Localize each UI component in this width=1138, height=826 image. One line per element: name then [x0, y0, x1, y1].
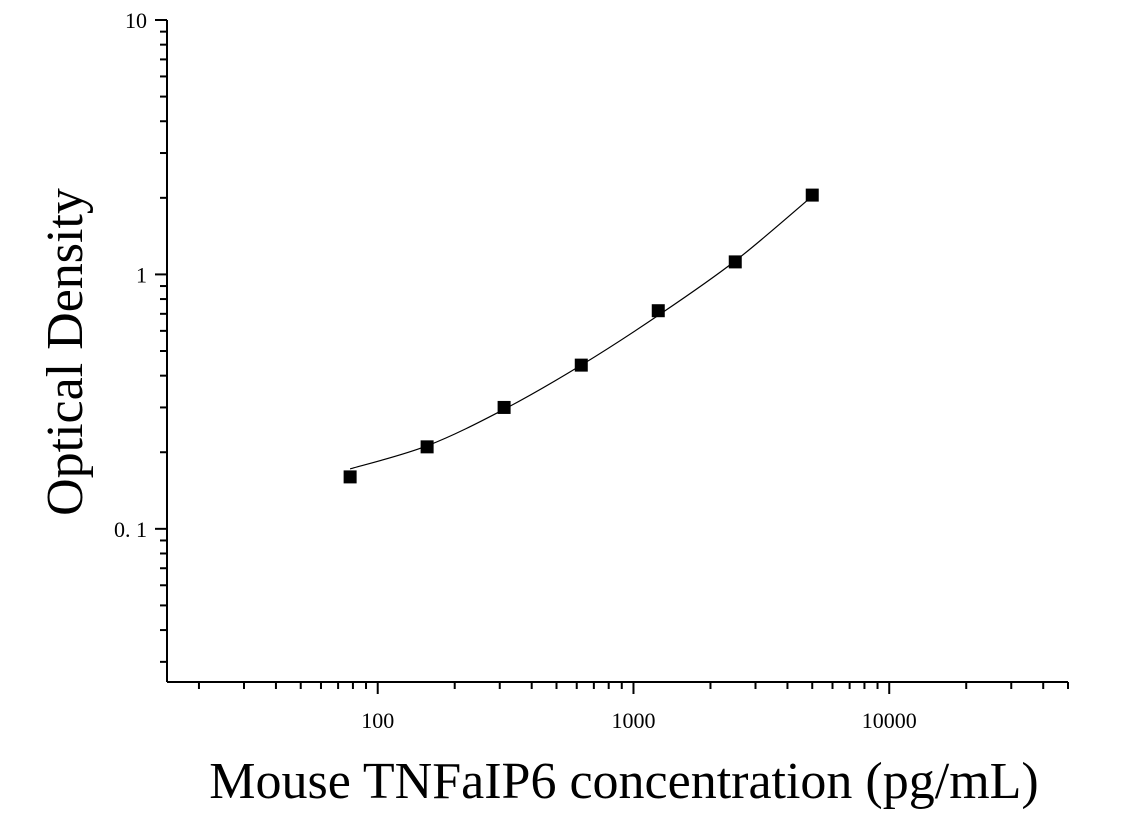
data-point: [651, 304, 665, 318]
y-tick-label: 0. 1: [114, 517, 147, 542]
data-point: [497, 400, 511, 414]
data-point: [574, 358, 588, 372]
x-tick-label: 100: [361, 708, 394, 733]
y-axis-title: Optical Density: [37, 188, 94, 516]
y-tick-label: 10: [125, 8, 147, 33]
y-tick-label: 1: [136, 262, 147, 287]
data-points: [343, 188, 819, 484]
data-point: [805, 188, 819, 202]
data-point: [343, 470, 357, 484]
axes: [166, 20, 1068, 683]
x-axis-title: Mouse TNFaIP6 concentration (pg/mL): [209, 753, 1038, 810]
x-tick-label: 10000: [862, 708, 917, 733]
fit-curve-layer: [349, 195, 813, 470]
ticks: 100 1000 10000 10 1 0. 1: [114, 8, 1069, 733]
data-point: [728, 255, 742, 269]
data-point: [420, 440, 434, 454]
x-tick-label: 1000: [611, 708, 655, 733]
fit-curve-line: [349, 195, 813, 470]
